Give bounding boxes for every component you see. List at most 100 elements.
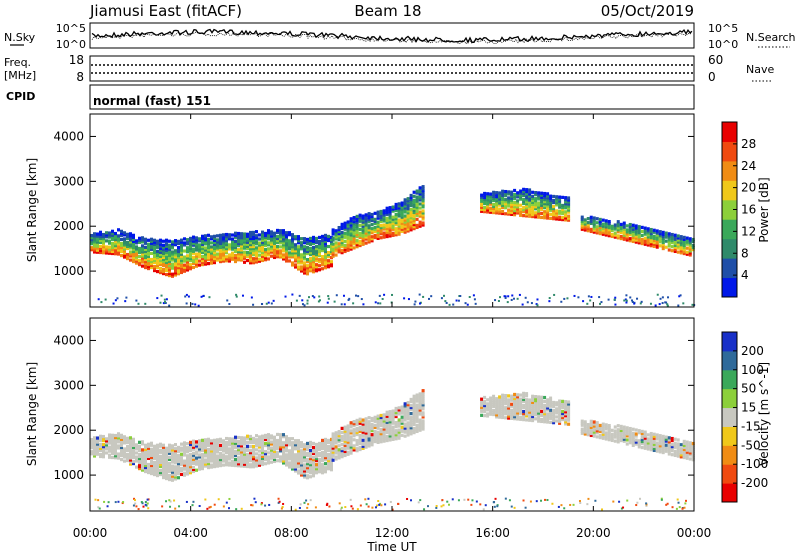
echo-pixel (207, 247, 210, 252)
echo-pixel (255, 242, 258, 246)
echo-pixel (162, 251, 165, 255)
echo-pixel (201, 240, 204, 244)
echo-pixel (108, 447, 111, 451)
echo-pixel (552, 213, 556, 217)
echo-pixel (640, 229, 644, 234)
echo-pixel (561, 401, 565, 406)
echo-pixel (373, 417, 377, 421)
echo-pixel (309, 448, 312, 453)
echo-pixel (331, 236, 335, 240)
echo-pixel (480, 201, 484, 205)
echo-pixel (619, 438, 623, 443)
echo-pixel (382, 425, 386, 429)
echo-pixel (105, 437, 108, 441)
echo-pixel (153, 252, 156, 257)
echo-pixel (370, 437, 374, 441)
echo-pixel (343, 227, 347, 231)
echo-pixel (335, 294, 338, 297)
echo-pixel (99, 244, 102, 249)
echo-pixel (132, 445, 135, 450)
echo-pixel (315, 248, 318, 253)
echo-pixel (114, 444, 117, 448)
echo-pixel (324, 235, 327, 240)
echo-pixel (507, 190, 511, 194)
echo-pixel (348, 297, 351, 300)
echo-pixel (321, 442, 324, 447)
echo-pixel (315, 255, 318, 259)
echo-pixel (174, 267, 177, 271)
echo-pixel (312, 462, 315, 466)
echo-pixel (400, 411, 404, 415)
echo-pixel (516, 397, 520, 401)
echo-pixel (264, 256, 267, 260)
echo-pixel (352, 224, 356, 228)
echo-pixel (276, 432, 279, 437)
echo-pixel (352, 230, 356, 234)
echo-pixel (121, 502, 124, 505)
echo-pixel (200, 295, 203, 298)
echo-pixel (504, 398, 508, 402)
echo-pixel (141, 248, 144, 252)
echo-pixel (303, 237, 306, 241)
echo-pixel (534, 211, 538, 215)
echo-pixel (601, 230, 605, 234)
echo-pixel (486, 408, 490, 412)
echo-pixel (255, 438, 258, 442)
echo-pixel (105, 249, 108, 253)
echo-pixel (598, 429, 602, 434)
echo-pixel (156, 459, 159, 464)
echo-pixel (355, 232, 359, 237)
echo-pixel (673, 443, 677, 447)
echo-pixel (330, 239, 333, 244)
echo-pixel (285, 233, 288, 237)
echo-pixel (114, 433, 117, 438)
echo-pixel (180, 472, 183, 477)
echo-pixel (483, 399, 487, 404)
echo-pixel (144, 239, 147, 243)
echo-pixel (192, 451, 195, 455)
echo-pixel (174, 475, 177, 479)
echo-pixel (291, 465, 294, 469)
echo-pixel (521, 303, 524, 306)
echo-pixel (688, 441, 692, 445)
echo-pixel (174, 261, 177, 265)
echo-pixel (261, 442, 264, 446)
echo-pixel (691, 450, 695, 454)
echo-pixel (249, 249, 252, 253)
echo-pixel (171, 452, 174, 456)
echo-pixel (330, 445, 333, 450)
echo-pixel (204, 240, 207, 244)
echo-pixel (498, 411, 502, 415)
echo-pixel (598, 229, 602, 234)
echo-pixel (153, 468, 156, 473)
echo-pixel (237, 239, 240, 244)
echo-pixel (114, 244, 117, 248)
echo-pixel (501, 403, 505, 407)
echo-pixel (355, 420, 359, 425)
echo-pixel (168, 269, 171, 274)
echo-pixel (552, 415, 556, 419)
echo-pixel (670, 232, 674, 237)
echo-pixel (111, 241, 114, 245)
echo-pixel (331, 450, 335, 454)
echo-pixel (595, 435, 599, 439)
echo-pixel (219, 241, 222, 246)
echo-pixel (204, 440, 207, 444)
echo-pixel (222, 459, 225, 463)
echo-pixel (294, 459, 297, 463)
echo-pixel (658, 234, 662, 238)
echo-pixel (324, 445, 327, 450)
echo-pixel (111, 231, 114, 235)
echo-pixel (564, 218, 568, 222)
echo-pixel (682, 447, 686, 452)
echo-pixel (661, 232, 665, 237)
echo-pixel (337, 454, 341, 458)
echo-pixel (510, 414, 514, 418)
echo-pixel (264, 454, 267, 458)
echo-pixel (249, 434, 252, 439)
echo-pixel (394, 437, 398, 441)
echo-pixel (306, 245, 309, 250)
echo-pixel (132, 237, 135, 241)
echo-pixel (492, 198, 496, 203)
echo-pixel (343, 243, 347, 248)
